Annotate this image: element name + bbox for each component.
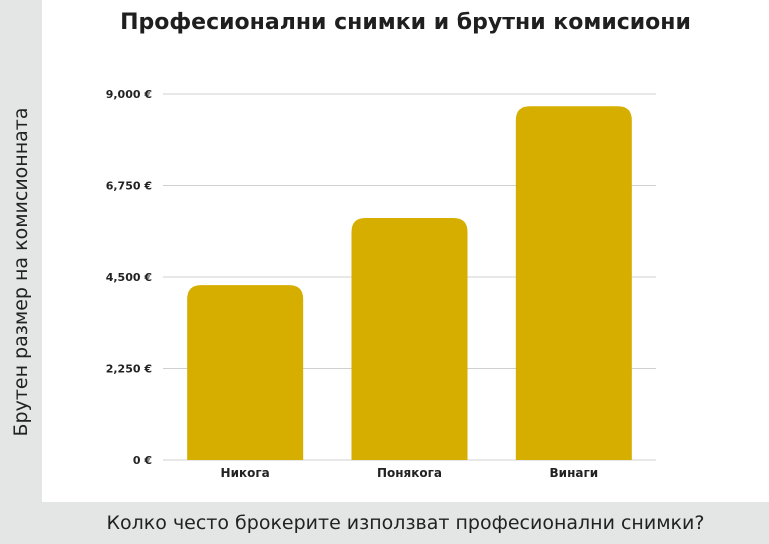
y-tick-label: 0 € [133, 454, 152, 467]
category-label: Винаги [550, 466, 599, 480]
category-label: Никога [221, 466, 270, 480]
y-axis-label-band: Брутен размер на комисионната [0, 0, 42, 544]
y-tick-label: 9,000 € [106, 88, 152, 101]
bar-2 [351, 218, 468, 460]
bars [187, 106, 632, 460]
category-labels: Никога Понякога Винаги [221, 466, 599, 480]
chart-title: Професионални снимки и брутни комисиони [120, 10, 691, 35]
x-axis-label: Колко често брокерите използват професио… [106, 512, 705, 534]
x-axis-label-band: Колко често брокерите използват професио… [42, 502, 769, 544]
y-tick-label: 4,500 € [106, 271, 152, 284]
category-label: Понякога [377, 466, 442, 480]
y-tick-labels: 0 € 2,250 € 4,500 € 6,750 € 9,000 € [106, 88, 152, 467]
y-tick-label: 6,750 € [106, 180, 152, 193]
bar-3 [515, 106, 632, 460]
bar-1 [187, 285, 304, 460]
y-tick-label: 2,250 € [106, 363, 152, 376]
